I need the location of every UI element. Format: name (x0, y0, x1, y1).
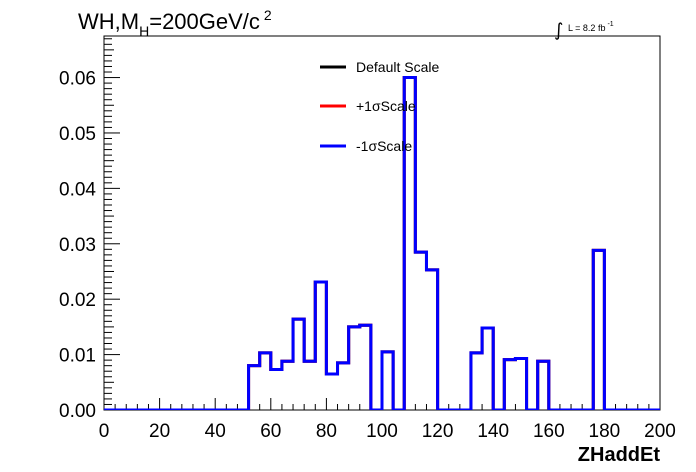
x-tick-label: 40 (205, 421, 226, 442)
y-tick-label: 0.06 (59, 69, 96, 90)
legend-label-default-scale: Default Scale (356, 59, 439, 75)
series-line-2-1-scale (104, 76, 660, 410)
y-tick-label: 0.02 (59, 290, 96, 311)
x-axis: 0 20 40 60 80 100 120 140 160 180 200 (99, 398, 676, 442)
x-axis-title: ZHaddEt (578, 444, 661, 466)
y-tick-label: 0.01 (59, 346, 96, 367)
lumi-integral-sign: ∫ (554, 20, 563, 41)
x-tick-label: 20 (149, 421, 170, 442)
x-tick-label: 100 (366, 421, 398, 442)
series-layer (104, 76, 660, 410)
title-rest: =200GeV/c (149, 9, 260, 34)
x-tick-label: 60 (260, 421, 281, 442)
legend-label-plus-1-sigma: +1σScale (356, 98, 416, 114)
x-tick-label: 160 (533, 421, 565, 442)
plot-title: WH,MH=200GeV/c 2 (78, 7, 272, 39)
y-tick-label: 0.05 (59, 124, 96, 145)
y-tick-label: 0.04 (59, 179, 96, 200)
legend-label-minus-1-sigma: -1σScale (356, 138, 412, 154)
title-superscript: 2 (264, 7, 272, 23)
title-subscript: H (139, 23, 149, 39)
x-tick-label: 120 (422, 421, 454, 442)
y-tick-label: 0.03 (59, 235, 96, 256)
legend: Default Scale +1σScale -1σScale (320, 59, 439, 154)
lumi-label: L = 8.2 fb -1 (568, 21, 614, 33)
x-tick-label: 140 (477, 421, 509, 442)
y-axis: 0.00 0.01 0.02 0.03 0.04 0.05 0.06 (59, 38, 120, 422)
x-tick-label: 80 (316, 421, 337, 442)
lumi-text: L = 8.2 fb (568, 23, 605, 33)
x-tick-label: 180 (589, 421, 621, 442)
title-main: WH,M (78, 9, 139, 34)
x-tick-label: 0 (99, 421, 110, 442)
lumi-superscript: -1 (607, 21, 613, 28)
y-tick-label: 0.00 (59, 401, 96, 422)
x-tick-label: 200 (644, 421, 676, 442)
